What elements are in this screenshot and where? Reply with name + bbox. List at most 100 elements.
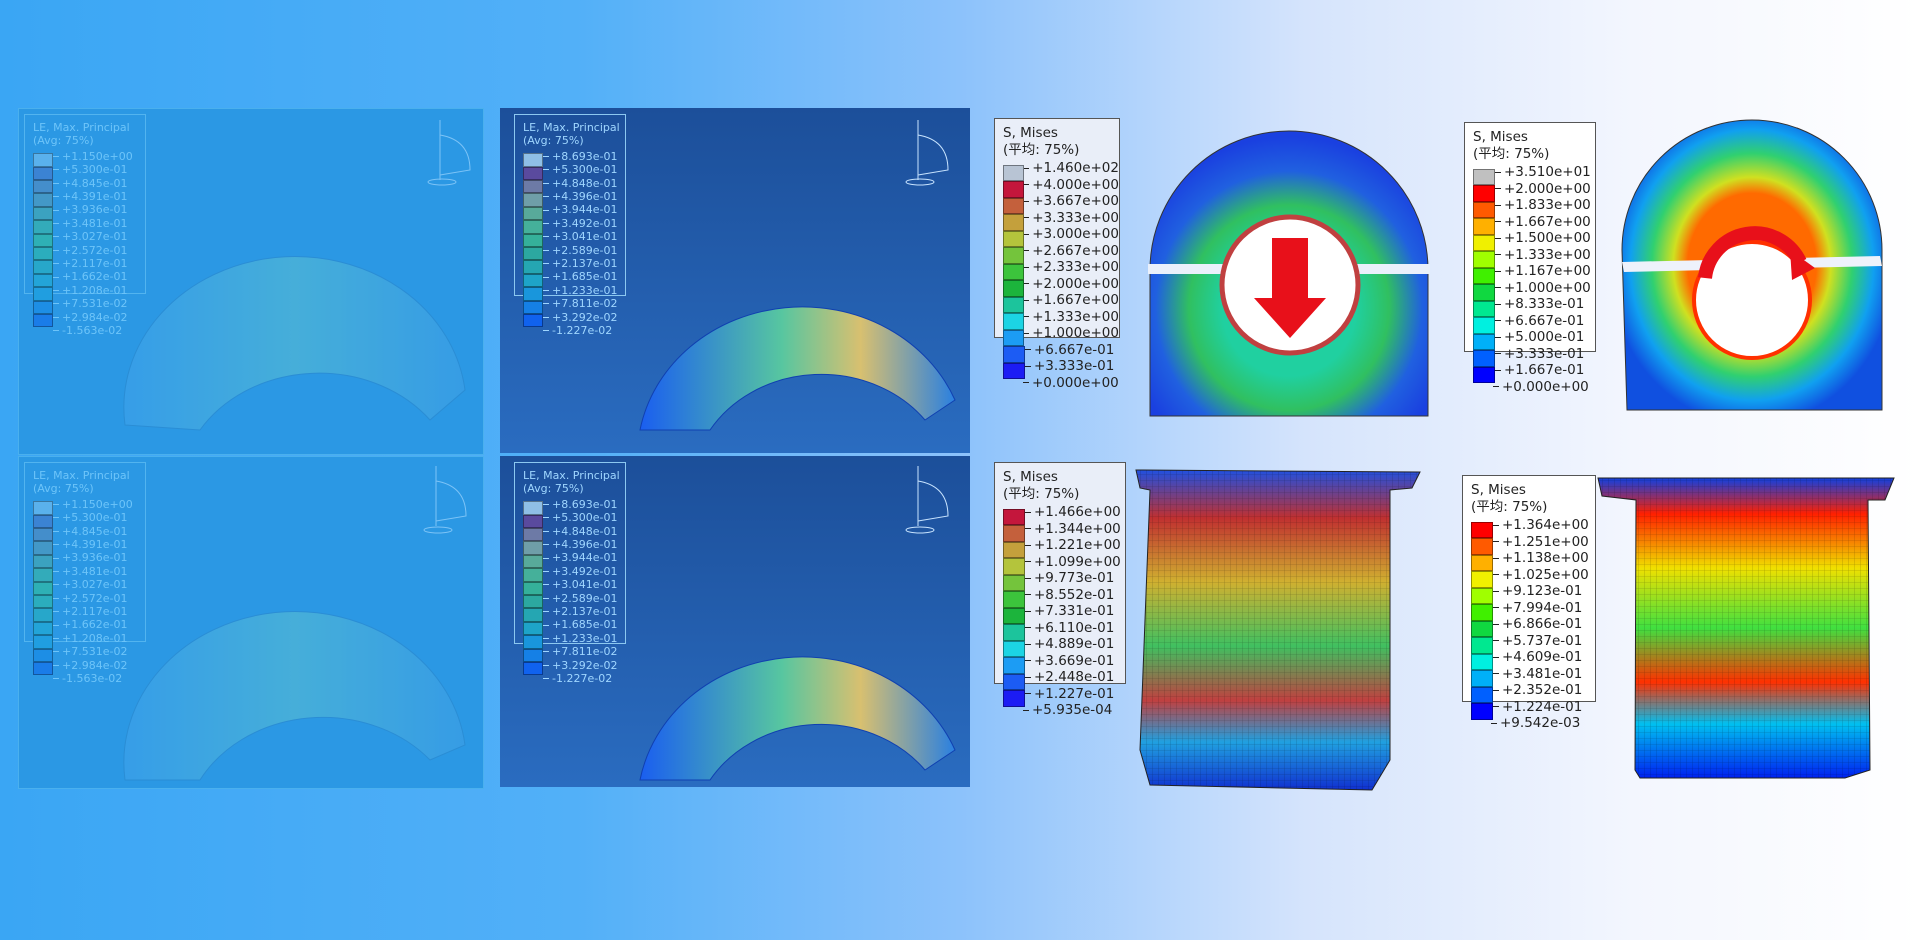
legend-swatch [1471,686,1493,703]
legend-entry: +2.137e-01 [523,257,625,274]
legend-entry: +4.845e-01 [33,525,145,542]
bushing-cylinder-model-b [1597,477,1895,779]
legend-value: +1.333e+00 [1032,308,1119,325]
legend-swatch [523,608,543,622]
legend-value: +5.000e-01 [1504,329,1585,345]
legend-entry: +1.224e-01 [1471,699,1595,720]
legend-value: +5.935e-04 [1032,702,1113,718]
legend-value: +1.000e+00 [1032,325,1119,341]
legend-swatch [523,247,543,261]
legend-mises-torsion: S, Mises (平均: 75%) +3.510e+01 +2.000e+00 +1.… [1464,122,1596,395]
legend-value: +2.352e-01 [1502,682,1583,698]
legend-entry: +4.396e-01 [523,189,625,207]
legend-entry: +3.669e-01 [1003,653,1125,674]
legend-value: +1.167e+00 [1504,263,1591,279]
legend-swatch [33,166,53,181]
legend-swatch [1471,670,1493,687]
legend-swatch [33,180,53,194]
legend-mises-compression: S, Mises (平均: 75%) +1.460e+02 +4.000e+00 +3.… [994,118,1120,391]
legend-swatch [33,206,53,221]
legend-entry: +1.167e+00 [1473,263,1595,284]
legend-subtitle: (Avg: 75%) [523,134,584,148]
legend-value: +3.333e+00 [1032,209,1119,226]
legend-swatch [1471,604,1493,621]
legend-swatch [33,233,53,248]
legend-swatch [1003,624,1025,641]
legend-swatch [33,635,53,649]
legend-value: +1.667e-01 [1504,362,1585,378]
legend-value: +9.773e-01 [1034,570,1115,586]
legend-entry: +5.935e-04 [1003,702,1125,719]
legend-value: +1.150e+00 [62,497,133,511]
legend-subtitle: (平均: 75%) [1473,145,1550,162]
legend-title: S, Mises [1003,125,1058,141]
legend-le-max-principal-top-right: LE, Max. Principal (Avg: 75%) +8.693e-01 +5… [514,114,626,337]
legend-swatch [1471,653,1493,670]
legend-value: +8.333e-01 [1504,296,1585,312]
legend-swatch [33,581,53,596]
legend-value: +3.292e-02 [552,310,618,324]
legend-entry: +2.000e+00 [1473,181,1595,202]
legend-value: +7.531e-02 [62,645,128,659]
legend-value: +3.333e-01 [1504,345,1585,362]
legend-swatch [523,287,543,301]
legend-value: +3.041e-01 [552,230,618,244]
legend-entry: -1.563e-02 [33,672,145,685]
legend-value: +6.866e-01 [1502,616,1583,632]
legend-title: S, Mises [1473,129,1528,145]
legend-value: +1.667e+00 [1032,292,1119,308]
legend-value: +2.448e-01 [1034,669,1115,685]
legend-value: +3.000e+00 [1032,226,1119,242]
legend-swatch [1473,201,1495,218]
legend-swatch [33,662,53,676]
legend-entry: +8.552e-01 [1003,587,1125,608]
legend-value: +1.685e-01 [552,618,618,632]
legend-entry: +1.333e+00 [1473,247,1595,268]
legend-value: +1.685e-01 [552,270,618,284]
legend-swatch [523,568,543,582]
legend-value: +1.466e+00 [1034,504,1121,520]
legend-value: +4.391e-01 [62,189,128,203]
legend-swatch [1471,554,1493,571]
legend-entry: +7.531e-02 [33,645,145,662]
legend-entry: +2.333e+00 [1003,259,1119,280]
legend-swatch [1003,541,1025,558]
legend-value: +2.137e-01 [552,604,618,618]
legend-swatch [1003,296,1024,313]
legend-value: +2.572e-01 [62,591,128,605]
legend-value: +4.391e-01 [62,537,128,551]
legend-swatch [523,501,543,515]
legend-value: +9.123e-01 [1502,583,1583,599]
legend-entry: +7.811e-02 [523,297,625,314]
legend-swatch [33,153,53,167]
legend-swatch [1473,333,1495,350]
legend-value: +1.667e+00 [1504,213,1591,230]
legend-value: +2.117e-01 [62,604,128,618]
legend-swatch [1003,346,1025,363]
legend-value: +7.811e-02 [552,297,618,311]
legend-swatch [1473,350,1495,367]
legend-swatch [33,514,53,529]
legend-entry: +1.344e+00 [1003,521,1125,542]
legend-swatch [1003,329,1024,346]
legend-swatch [1003,230,1024,247]
legend-value: +5.737e-01 [1502,632,1583,649]
legend-value: +1.662e-01 [62,270,128,284]
legend-entry: +2.589e-01 [523,592,625,609]
legend-swatch [33,568,53,582]
legend-value: +6.110e-01 [1034,619,1115,636]
legend-entry: +8.693e-01 [523,150,625,167]
legend-value: +4.396e-01 [552,189,618,203]
legend-entry: +3.936e-01 [33,203,145,221]
legend-swatch [33,541,53,555]
legend-entry: +1.364e+00 [1471,517,1595,538]
legend-swatch [1003,591,1025,608]
legend-swatch [523,193,543,207]
legend-swatch [523,300,543,314]
legend-value: +1.227e-01 [1034,685,1115,702]
legend-value: +1.662e-01 [62,618,128,632]
legend-value: +6.667e-01 [1034,341,1115,358]
legend-entry: +3.041e-01 [523,230,625,248]
legend-swatch [1473,366,1495,383]
legend-subtitle: (Avg: 75%) [33,482,94,496]
